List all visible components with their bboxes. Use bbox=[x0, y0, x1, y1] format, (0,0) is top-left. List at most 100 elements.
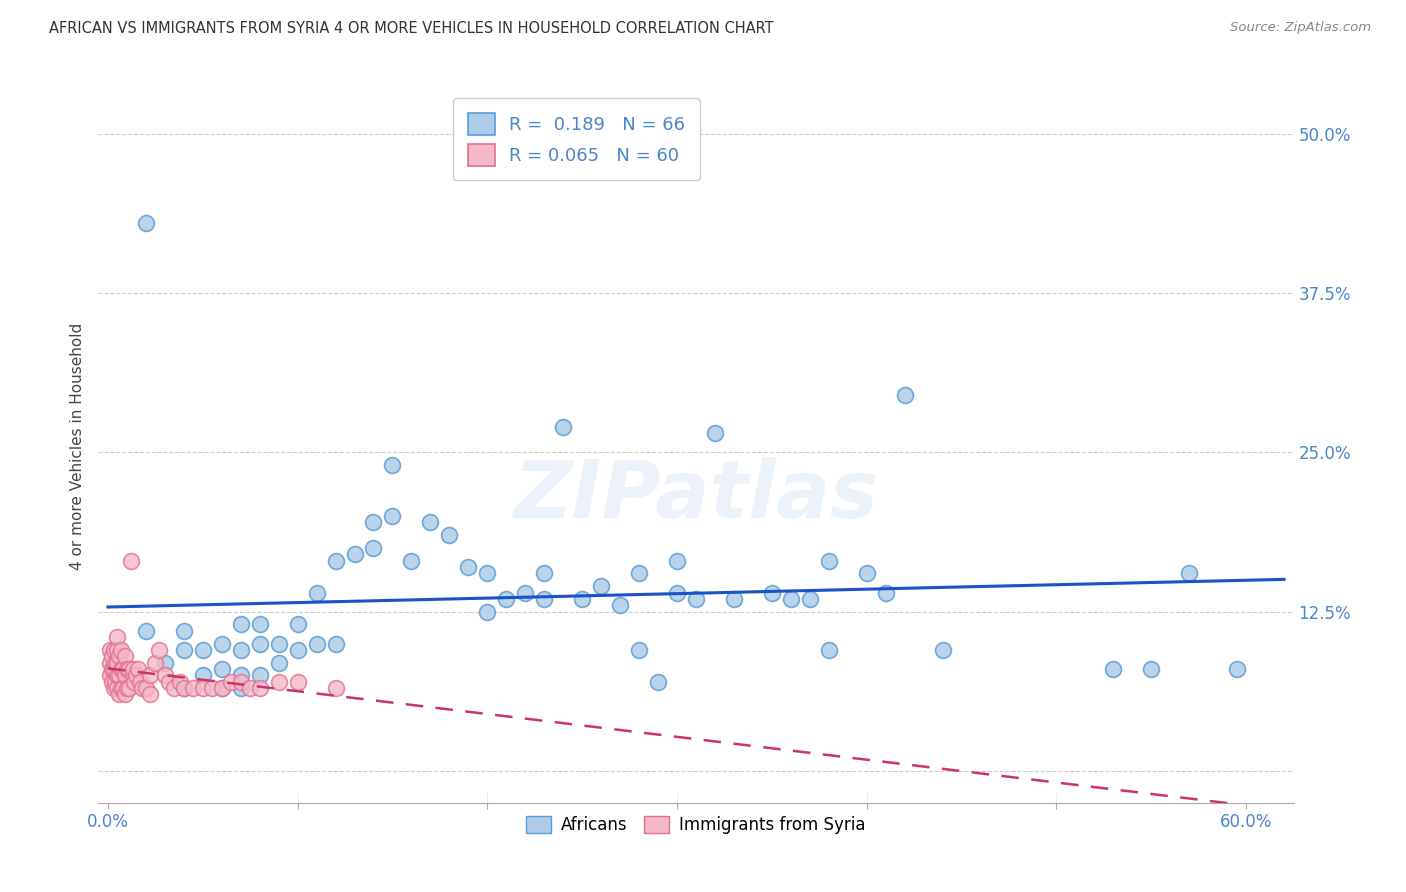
Point bbox=[363, 541, 385, 555]
Point bbox=[229, 617, 252, 632]
Point bbox=[779, 591, 801, 606]
Point bbox=[571, 591, 593, 606]
Point bbox=[817, 554, 839, 568]
Point bbox=[325, 636, 347, 650]
Point bbox=[419, 516, 441, 530]
Point bbox=[100, 649, 122, 664]
Point bbox=[98, 656, 121, 670]
Point bbox=[211, 681, 233, 695]
Point bbox=[817, 643, 839, 657]
Point bbox=[114, 688, 136, 702]
Point bbox=[121, 662, 143, 676]
Point bbox=[267, 656, 290, 670]
Point bbox=[287, 674, 309, 689]
Point bbox=[1140, 662, 1163, 676]
Point bbox=[287, 617, 309, 632]
Point bbox=[211, 636, 233, 650]
Point bbox=[1178, 566, 1201, 581]
Point bbox=[135, 216, 157, 230]
Point bbox=[267, 636, 290, 650]
Point bbox=[110, 643, 132, 657]
Point bbox=[157, 674, 180, 689]
Point bbox=[201, 681, 224, 695]
Point bbox=[108, 668, 131, 682]
Point bbox=[249, 617, 271, 632]
Point bbox=[211, 681, 233, 695]
Point bbox=[191, 668, 214, 682]
Point bbox=[114, 668, 136, 682]
Point bbox=[401, 554, 423, 568]
Point bbox=[112, 662, 135, 676]
Point bbox=[105, 643, 128, 657]
Point bbox=[628, 643, 651, 657]
Point bbox=[118, 662, 141, 676]
Point bbox=[363, 516, 385, 530]
Point bbox=[591, 579, 613, 593]
Point bbox=[114, 649, 136, 664]
Point bbox=[115, 681, 138, 695]
Point bbox=[104, 656, 127, 670]
Point bbox=[135, 624, 157, 638]
Point bbox=[115, 662, 138, 676]
Point bbox=[229, 674, 252, 689]
Point bbox=[105, 630, 128, 644]
Point bbox=[148, 643, 170, 657]
Point bbox=[477, 605, 499, 619]
Point bbox=[855, 566, 877, 581]
Point bbox=[138, 688, 160, 702]
Point bbox=[343, 547, 366, 561]
Point bbox=[121, 668, 143, 682]
Point bbox=[305, 585, 328, 599]
Point bbox=[666, 585, 689, 599]
Point bbox=[875, 585, 897, 599]
Y-axis label: 4 or more Vehicles in Household: 4 or more Vehicles in Household bbox=[70, 322, 86, 570]
Point bbox=[893, 388, 915, 402]
Point bbox=[191, 643, 214, 657]
Point bbox=[135, 681, 157, 695]
Point bbox=[138, 668, 160, 682]
Point bbox=[325, 681, 347, 695]
Point bbox=[249, 681, 271, 695]
Point bbox=[703, 426, 725, 441]
Point bbox=[191, 681, 214, 695]
Point bbox=[100, 662, 122, 676]
Point bbox=[143, 656, 166, 670]
Point bbox=[105, 668, 128, 682]
Point bbox=[124, 674, 146, 689]
Point bbox=[325, 554, 347, 568]
Point bbox=[105, 681, 128, 695]
Point bbox=[723, 591, 745, 606]
Point bbox=[103, 643, 125, 657]
Point bbox=[381, 458, 404, 472]
Point bbox=[173, 681, 195, 695]
Point bbox=[533, 591, 555, 606]
Point bbox=[628, 566, 651, 581]
Point bbox=[931, 643, 953, 657]
Point bbox=[219, 674, 242, 689]
Point bbox=[131, 681, 153, 695]
Point bbox=[129, 674, 152, 689]
Point bbox=[98, 668, 121, 682]
Point bbox=[104, 674, 127, 689]
Point bbox=[127, 662, 149, 676]
Point bbox=[211, 662, 233, 676]
Point bbox=[163, 681, 186, 695]
Point bbox=[100, 674, 122, 689]
Point bbox=[108, 688, 131, 702]
Point bbox=[287, 643, 309, 657]
Point bbox=[229, 668, 252, 682]
Point bbox=[98, 643, 121, 657]
Point bbox=[108, 649, 131, 664]
Point bbox=[229, 643, 252, 657]
Point bbox=[609, 599, 631, 613]
Point bbox=[181, 681, 204, 695]
Point bbox=[103, 681, 125, 695]
Point bbox=[477, 566, 499, 581]
Point bbox=[105, 656, 128, 670]
Point bbox=[112, 681, 135, 695]
Legend: Africans, Immigrants from Syria: Africans, Immigrants from Syria bbox=[519, 809, 873, 841]
Point bbox=[305, 636, 328, 650]
Point bbox=[103, 662, 125, 676]
Point bbox=[457, 560, 479, 574]
Point bbox=[553, 420, 575, 434]
